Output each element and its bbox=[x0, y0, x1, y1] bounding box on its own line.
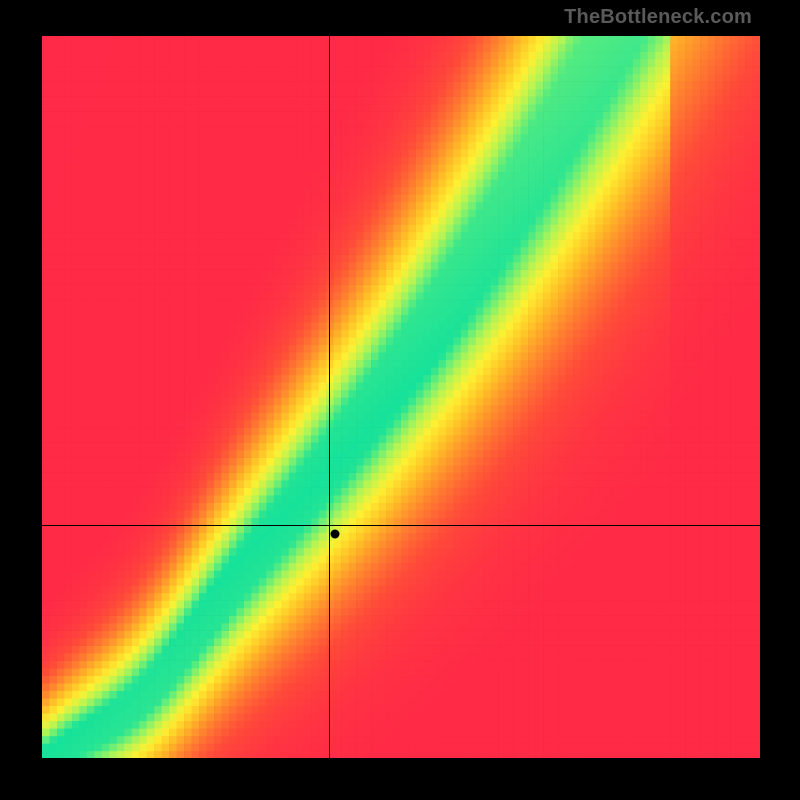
vertical-crosshair bbox=[329, 36, 330, 758]
chart-container: TheBottleneck.com bbox=[0, 0, 800, 800]
horizontal-crosshair bbox=[42, 525, 760, 526]
selected-point bbox=[330, 530, 339, 539]
bottleneck-heatmap bbox=[42, 36, 760, 758]
watermark-text: TheBottleneck.com bbox=[564, 6, 752, 29]
plot-area bbox=[42, 36, 760, 758]
